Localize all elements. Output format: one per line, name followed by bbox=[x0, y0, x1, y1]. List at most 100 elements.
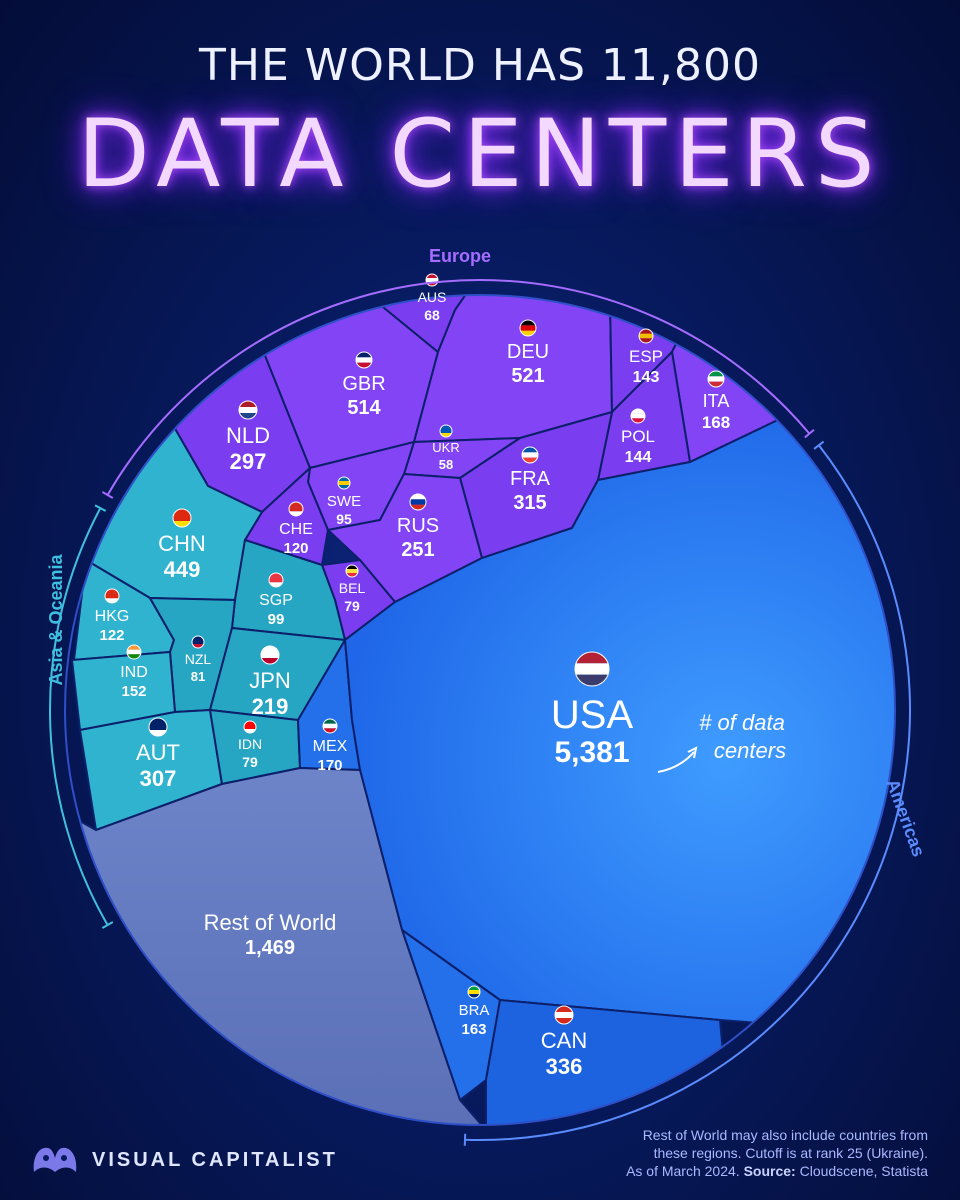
footnote-line-3: As of March 2024. Source: Cloudscene, St… bbox=[568, 1162, 928, 1180]
label-code-aut: AUT bbox=[136, 740, 180, 765]
label-code-bel: BEL bbox=[339, 580, 366, 596]
brand-logo: VISUAL CAPITALIST bbox=[30, 1140, 338, 1180]
label-value-nld: 297 bbox=[230, 449, 267, 474]
flag-swe-icon bbox=[337, 476, 351, 490]
flag-nld-icon bbox=[238, 400, 258, 420]
flag-aut-icon bbox=[148, 717, 168, 737]
title-line-2: DATA CENTERS bbox=[77, 100, 883, 209]
flag-ind-icon bbox=[126, 644, 142, 660]
label-value-swe: 95 bbox=[336, 511, 352, 527]
label-code-fra: FRA bbox=[510, 468, 551, 490]
footnote-source: Cloudscene, Statista bbox=[799, 1163, 928, 1179]
label-code-bra: BRA bbox=[459, 1002, 490, 1019]
label-code-ukr: UKR bbox=[432, 440, 459, 455]
label-bel: BEL 79 bbox=[339, 564, 366, 614]
label-code-rest-of-world: Rest of World bbox=[204, 910, 337, 935]
flag-nzl-icon bbox=[191, 635, 205, 649]
label-value-chn: 449 bbox=[164, 557, 201, 582]
label-pol: POL 144 bbox=[621, 408, 655, 466]
footnote-date: As of March 2024. bbox=[626, 1163, 740, 1179]
label-code-rus: RUS bbox=[397, 515, 439, 537]
label-code-sgp: SGP bbox=[259, 592, 293, 609]
label-value-nzl: 81 bbox=[191, 669, 205, 684]
region-label-europe: Europe bbox=[429, 246, 491, 266]
label-code-can: CAN bbox=[541, 1028, 587, 1053]
footnote-source-label: Source: bbox=[743, 1163, 796, 1179]
label-value-can: 336 bbox=[546, 1054, 583, 1079]
label-code-chn: CHN bbox=[158, 531, 206, 556]
title-line-1: THE WORLD HAS 11,800 bbox=[199, 40, 761, 91]
label-code-deu: DEU bbox=[507, 341, 549, 363]
flag-ita-icon bbox=[707, 370, 725, 388]
flag-bel-icon bbox=[345, 564, 359, 578]
label-ind: IND 152 bbox=[120, 644, 148, 700]
flag-usa-icon bbox=[574, 651, 610, 687]
label-value-fra: 315 bbox=[513, 492, 546, 514]
label-code-idn: IDN bbox=[238, 736, 262, 752]
label-value-ita: 168 bbox=[702, 413, 730, 432]
label-che: CHE 120 bbox=[279, 501, 313, 557]
label-bra: BRA 163 bbox=[459, 985, 490, 1038]
label-value-deu: 521 bbox=[511, 365, 544, 387]
label-value-idn: 79 bbox=[242, 754, 258, 770]
region-europe: Europe bbox=[101, 246, 815, 499]
label-code-nld: NLD bbox=[226, 423, 270, 448]
flag-deu-icon bbox=[519, 319, 537, 337]
label-code-usa: USA bbox=[551, 693, 634, 737]
flag-esp-icon bbox=[638, 328, 654, 344]
label-nzl: NZL 81 bbox=[185, 635, 212, 684]
footnote: Rest of World may also include countries… bbox=[568, 1126, 928, 1180]
flag-sgp-icon bbox=[268, 572, 284, 588]
label-value-rest-of-world: 1,469 bbox=[245, 937, 295, 959]
label-value-sgp: 99 bbox=[268, 611, 285, 628]
label-value-usa: 5,381 bbox=[554, 736, 629, 769]
label-ita: ITA 168 bbox=[702, 370, 730, 432]
label-value-mex: 170 bbox=[317, 757, 342, 774]
label-code-nzl: NZL bbox=[185, 651, 212, 667]
label-code-pol: POL bbox=[621, 427, 655, 446]
chart-outline bbox=[64, 294, 896, 1126]
label-value-pol: 144 bbox=[625, 449, 652, 466]
label-code-aus: AUS bbox=[418, 289, 447, 305]
label-code-che: CHE bbox=[279, 521, 313, 538]
label-value-esp: 143 bbox=[633, 369, 660, 386]
label-value-ind: 152 bbox=[121, 683, 146, 700]
label-value-hkg: 122 bbox=[99, 627, 124, 644]
footnote-line-1: Rest of World may also include countries… bbox=[642, 1127, 928, 1143]
label-esp: ESP 143 bbox=[629, 328, 663, 386]
label-value-bra: 163 bbox=[461, 1021, 486, 1038]
flag-idn-icon bbox=[243, 720, 257, 734]
brand-name: VISUAL CAPITALIST bbox=[92, 1148, 338, 1171]
flag-hkg-icon bbox=[104, 588, 120, 604]
flag-bra-icon bbox=[467, 985, 481, 999]
label-code-jpn: JPN bbox=[249, 668, 291, 693]
flag-fra-icon bbox=[521, 446, 539, 464]
cell-aus bbox=[370, 295, 482, 354]
label-ukr: UKR 58 bbox=[432, 424, 460, 472]
region-label-americas: Americas bbox=[882, 776, 929, 859]
label-value-bel: 79 bbox=[344, 598, 360, 614]
label-code-ind: IND bbox=[120, 664, 148, 681]
footnote-line-2: these regions. Cutoff is at rank 25 (Ukr… bbox=[653, 1145, 928, 1161]
label-code-ita: ITA bbox=[703, 391, 730, 411]
label-aus: AUS 68 bbox=[418, 273, 447, 323]
flag-chn-icon bbox=[172, 508, 192, 528]
label-value-aut: 307 bbox=[140, 766, 177, 791]
flag-mex-icon bbox=[322, 718, 338, 734]
annotation-line-2: centers bbox=[714, 738, 786, 763]
region-label-asia-oceania: Asia & Oceania bbox=[46, 553, 66, 685]
visual-capitalist-logo-icon bbox=[33, 1147, 77, 1172]
label-value-aus: 68 bbox=[424, 307, 440, 323]
label-code-gbr: GBR bbox=[342, 373, 385, 395]
cell-usa bbox=[343, 416, 895, 1042]
label-idn: IDN 79 bbox=[238, 720, 262, 770]
